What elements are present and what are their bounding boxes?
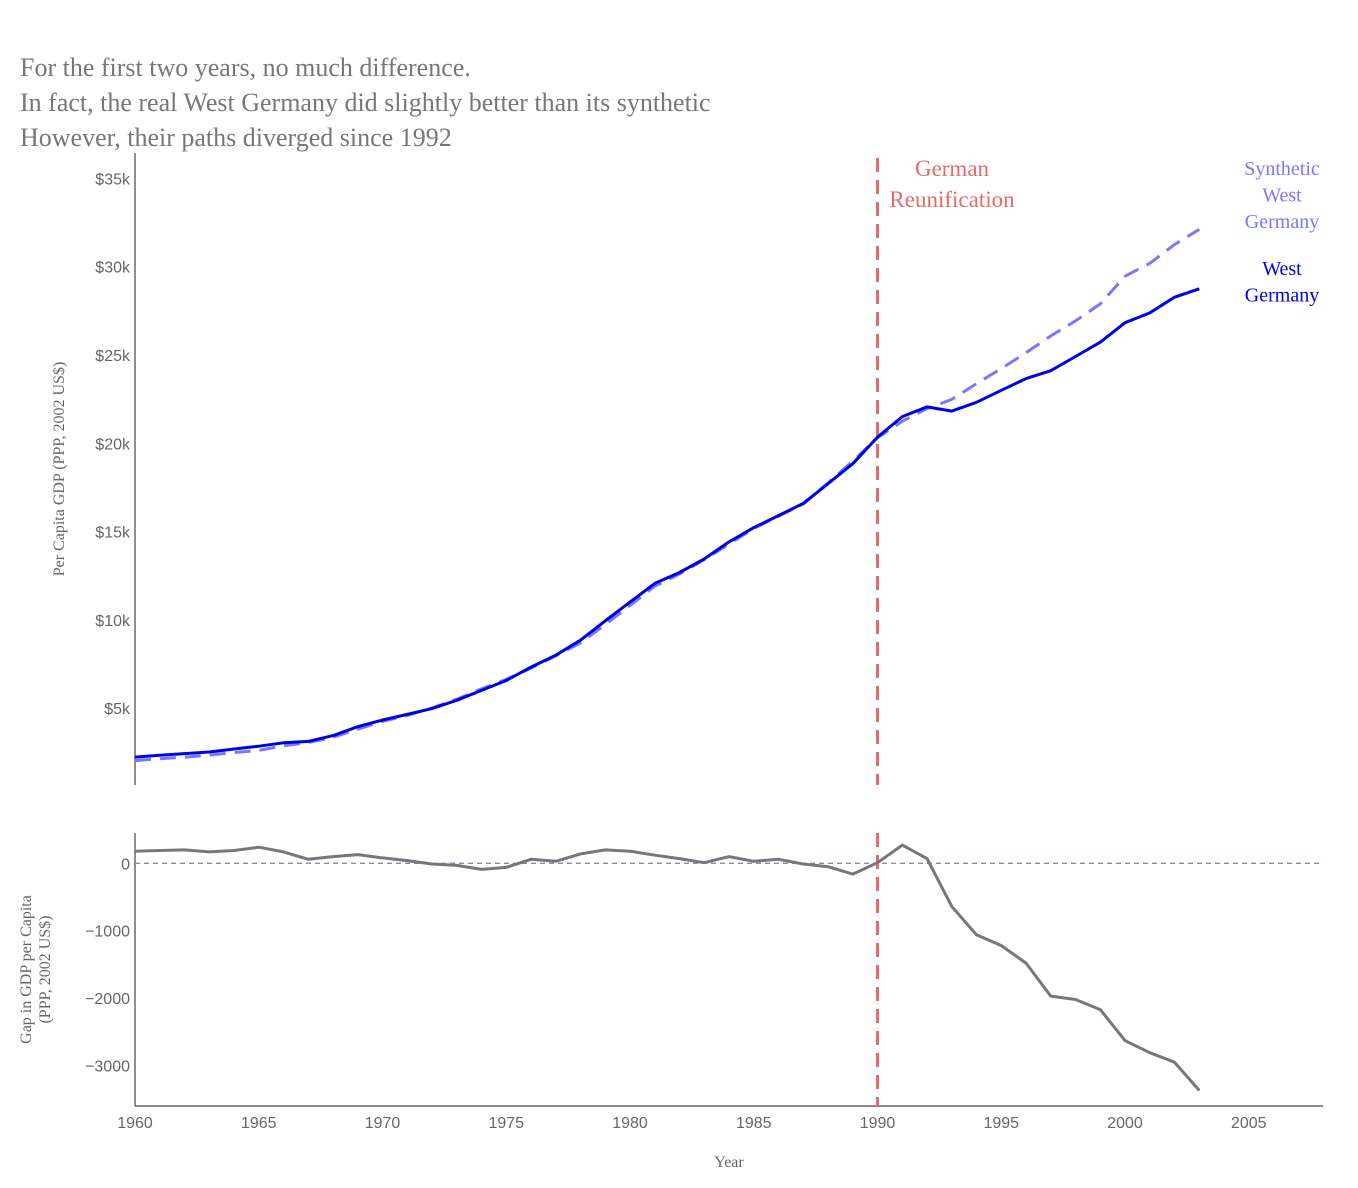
y-tick-label: 0	[121, 856, 130, 873]
y-tick-label: $10k	[95, 613, 131, 630]
y-tick-label: $20k	[95, 436, 131, 453]
synthetic-west-germany-line	[134, 228, 1201, 763]
y-tick-label: $25k	[95, 348, 131, 365]
title-line-2: In fact, the real West Germany did sligh…	[20, 88, 711, 117]
west-germany-label: West Germany	[1245, 258, 1319, 307]
y-tick-label: $30k	[95, 260, 131, 277]
title-line-3: However, their paths diverged since 1992	[20, 123, 452, 152]
synthetic-west-germany-label: Synthetic West Germany	[1244, 158, 1320, 233]
y-tick-label: $5k	[104, 701, 131, 718]
x-tick-label: 1975	[488, 1115, 524, 1132]
gap-line	[134, 843, 1201, 1092]
reunification-annotation: German Reunification	[889, 156, 1015, 212]
y-tick-label: −3000	[85, 1059, 130, 1076]
y-axis-title: Per Capita GDP (PPP, 2002 US$)	[51, 362, 68, 577]
y-axis-title: Gap in GDP per Capita (PPP, 2002 US$)	[18, 895, 54, 1044]
y-tick-label: $15k	[95, 525, 131, 542]
x-tick-label: 1960	[117, 1115, 153, 1132]
chart-title: For the first two years, no much differe…	[20, 53, 711, 152]
y-tick-label: −2000	[85, 991, 130, 1008]
west-germany-line	[134, 287, 1200, 759]
x-tick-label: 1965	[241, 1115, 277, 1132]
y-tick-label: −1000	[85, 924, 130, 941]
x-tick-label: 1995	[983, 1115, 1019, 1132]
gdp-panel: $5k $10k $15k $20k $25k $30k $35k Per Capita GD…	[51, 153, 1320, 785]
x-tick-label: 1980	[612, 1115, 648, 1132]
x-tick-label: 1985	[736, 1115, 772, 1132]
x-axis-title: Year	[714, 1154, 744, 1171]
x-tick-label: 1990	[860, 1115, 896, 1132]
x-tick-label: 2000	[1107, 1115, 1143, 1132]
title-line-1: For the first two years, no much differe…	[20, 53, 471, 82]
x-tick-label: 1970	[365, 1115, 401, 1132]
gap-panel: 0 −1000 −2000 −3000 1960 1965 1970 1975 1980 1985…	[18, 833, 1323, 1171]
y-tick-label: $35k	[95, 171, 131, 188]
x-tick-label: 2005	[1231, 1115, 1267, 1132]
